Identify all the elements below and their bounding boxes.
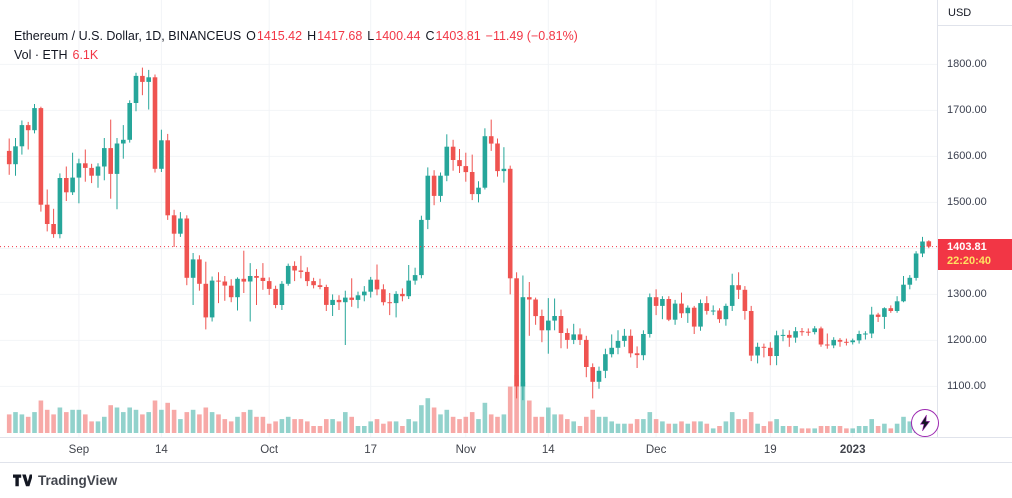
price-tick-label: 1200.00 (947, 333, 987, 346)
price-tick-label: 1300.00 (947, 287, 987, 300)
volume-label[interactable]: Vol · ETH (14, 48, 68, 62)
close-value: 1403.81 (435, 29, 481, 43)
price-axis[interactable]: USD 1800.001700.001600.001500.001400.001… (937, 0, 1012, 437)
high-value: 1417.68 (317, 29, 363, 43)
low-label: L (367, 29, 375, 43)
footer-bar: TradingView (0, 463, 1012, 498)
time-axis-label: Dec (645, 444, 667, 456)
price-tick-label: 1700.00 (947, 103, 987, 116)
open-label: O (246, 29, 256, 43)
high-label: H (307, 29, 317, 43)
time-axis-label: 14 (541, 444, 555, 456)
time-axis-label: Oct (260, 444, 279, 456)
time-axis-label: Nov (455, 444, 477, 456)
bar-countdown: 22:20:40 (947, 254, 992, 267)
change-value: −11.49 (−0.81%) (485, 29, 578, 43)
tradingview-logo[interactable] (13, 473, 32, 488)
lightning-icon (919, 414, 931, 432)
quick-trade-button[interactable] (911, 409, 939, 437)
last-price-value: 1403.81 (947, 240, 987, 253)
time-axis-label: 19 (763, 444, 777, 456)
close-label: C (425, 29, 435, 43)
price-tick-label: 1100.00 (947, 379, 986, 392)
low-value: 1400.44 (375, 29, 421, 43)
open-value: 1415.42 (256, 29, 303, 43)
symbol-title[interactable]: Ethereum / U.S. Dollar, 1D, BINANCEUS (14, 29, 242, 43)
volume-value: 6.1K (72, 48, 99, 62)
price-tick-label: 1800.00 (947, 57, 987, 70)
time-axis[interactable]: Sep 14 Oct 17 Nov 14 Dec 19 2023 (0, 437, 1012, 463)
candlestick-chart[interactable] (0, 0, 937, 437)
last-price-badge: 1403.81 22:20:40 (938, 238, 1012, 270)
tradingview-logo-icon (13, 474, 32, 487)
time-axis-label: 2023 (839, 444, 866, 456)
time-axis-label: 14 (154, 444, 168, 456)
time-axis-label: Sep (68, 444, 90, 456)
price-chart-pane[interactable] (0, 0, 937, 437)
time-axis-label: 17 (364, 444, 378, 456)
price-tick-label: 1500.00 (947, 195, 987, 208)
currency-label[interactable]: USD (938, 0, 1012, 26)
price-tick-label: 1600.00 (947, 149, 987, 162)
tradingview-brand-text[interactable]: TradingView (38, 473, 118, 488)
